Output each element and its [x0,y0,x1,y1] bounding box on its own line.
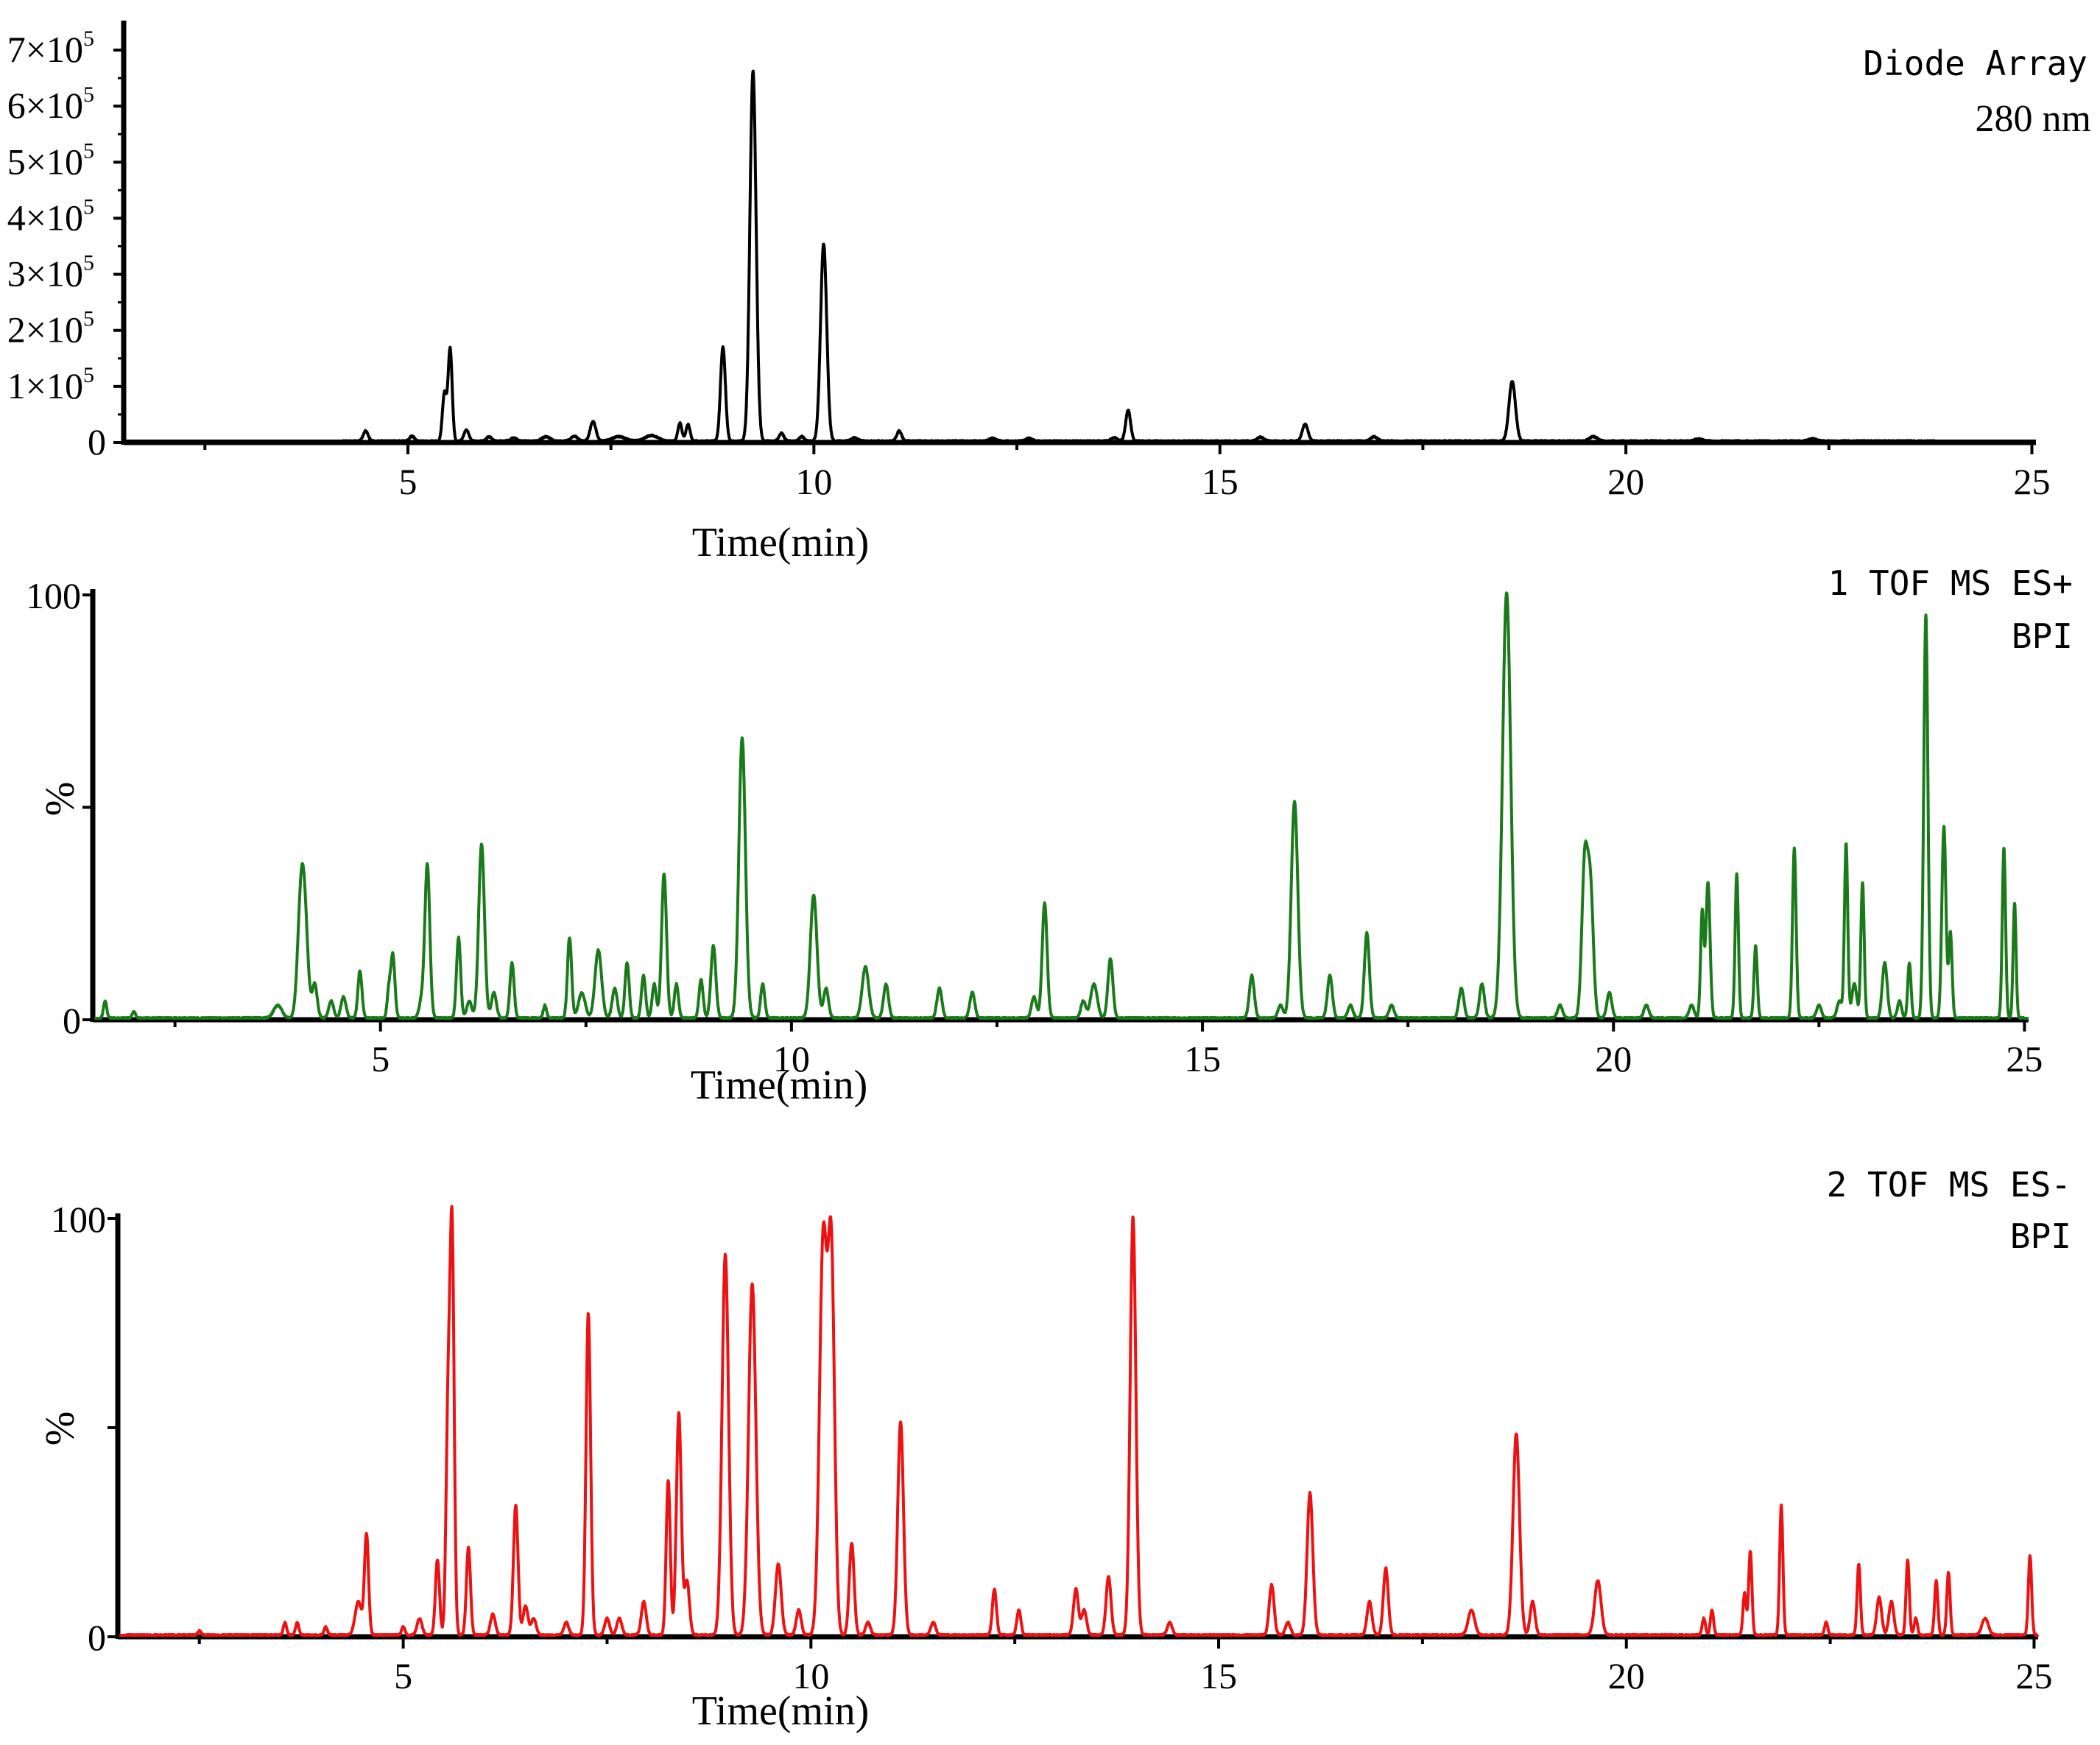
x-tick-label: 20 [1607,461,1644,502]
y-tick-exponent: 5 [83,251,94,275]
y-tick-label: 7×105 [7,27,94,70]
y-tick-label: 0 [63,1000,81,1041]
y-tick-label: 6×105 [7,82,94,126]
y-tick-label: 100 [26,575,81,616]
legend-label: BPI [2010,1216,2071,1256]
x-tick-label: 5 [394,1655,412,1696]
x-axis-title: Time(min) [692,520,870,565]
y-tick-exponent: 5 [83,307,94,331]
y-tick-exponent: 5 [83,27,94,51]
x-tick-label: 25 [2013,461,2050,502]
chart-panel-es-plus: 5 10 15 20 25 0 100 Time(min)% 1 TOF MS ES+ BPI [26,563,2073,1108]
y-tick-label: 5×105 [7,138,94,182]
x-tick-label: 5 [371,1038,390,1079]
series-line-uv [124,69,2037,443]
y-tick-exponent: 5 [83,138,94,163]
y-tick-label: 1×105 [7,363,94,406]
y-tick-exponent: 5 [83,82,94,107]
y-tick-label: 4×105 [7,194,94,238]
x-tick-label: 20 [1608,1655,1645,1696]
series-line-es-minus [118,1205,2040,1637]
x-tick-label: 25 [2006,1038,2043,1079]
x-tick-label: 15 [1200,1655,1237,1696]
legend-label: 280 nm [1976,98,2091,140]
y-tick-label: 100 [51,1199,106,1240]
y-tick-label: 2×105 [7,307,94,350]
x-tick-label: 20 [1595,1038,1632,1079]
x-tick-label: 10 [792,1655,829,1696]
legend-label: Diode Array [1863,43,2087,83]
y-axis-title: % [38,782,83,817]
legend-label: 2 TOF MS ES- [1827,1165,2071,1205]
chart-panel-es-minus: 5 10 15 20 25 0 100 Time(min)% 2 TOF MS ES- BPI [38,1165,2071,1734]
legend-label: 1 TOF MS ES+ [1828,563,2073,603]
y-tick-label: 3×105 [7,251,94,295]
x-tick-label: 25 [2015,1655,2052,1696]
y-axis-title: % [38,1411,83,1446]
x-axis-title: Time(min) [691,1062,868,1108]
x-tick-label: 10 [773,1038,810,1079]
x-axis-title: Time(min) [692,1688,870,1734]
y-tick-exponent: 5 [83,194,94,219]
y-tick-exponent: 5 [83,363,94,387]
x-tick-label: 10 [795,461,832,502]
x-tick-label: 15 [1202,461,1238,502]
chart-panel-uv: 5 10 15 20 25 0 1×105 2×105 3×105 4×105 5×105 6×105… [7,21,2091,565]
y-tick-label: 0 [88,421,106,462]
series-line-es-plus [93,591,2030,1020]
x-tick-label: 5 [398,461,417,502]
y-tick-label: 0 [88,1617,106,1658]
x-tick-label: 15 [1184,1038,1221,1079]
legend-label: BPI [2012,616,2073,656]
